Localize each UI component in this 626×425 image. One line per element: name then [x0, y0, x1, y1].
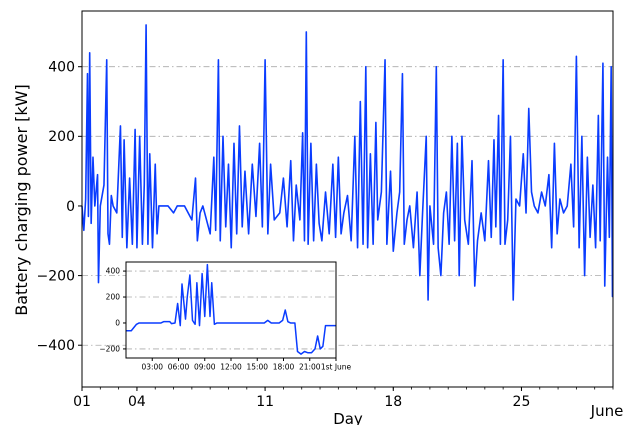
- inset-x-tick-label: 09:00: [194, 363, 216, 372]
- main-x-tick-label-right: June: [590, 402, 624, 420]
- main-y-tick-label: −200: [37, 268, 75, 284]
- main-x-tick-label: 18: [384, 394, 402, 410]
- inset-x-ticks: 03:00 06:00 09:00 12:00 15:00 18:00 21:00 1st J…: [141, 358, 352, 372]
- inset-x-tick-label: 12:00: [220, 363, 242, 372]
- inset-grid: [126, 270, 336, 350]
- main-x-tick-label: 11: [256, 394, 274, 410]
- main-series-line: [81, 24, 614, 301]
- inset-x-tick-label: 06:00: [168, 363, 190, 372]
- main-x-ticks: 01 04 11 18 25: [73, 387, 614, 410]
- inset-y-ticks: −200 0 200 400: [99, 267, 126, 354]
- y-axis-label: Battery charging power [kW]: [12, 84, 31, 315]
- inset-chart: −200 0 200 400 03:00 06:00 09:00 12:00 15:00 18:…: [99, 261, 352, 372]
- main-grid: [82, 66, 613, 346]
- main-y-tick-label: −400: [37, 338, 75, 354]
- inset-y-tick-label: 400: [106, 267, 121, 276]
- inset-background: [126, 262, 336, 358]
- inset-x-tick-label: 15:00: [246, 363, 268, 372]
- main-plot-frame: [81, 10, 614, 388]
- inset-y-tick-label: 200: [106, 293, 121, 302]
- main-x-tick-label: 04: [128, 394, 146, 410]
- inset-x-tick-label: 18:00: [273, 363, 295, 372]
- main-series: [81, 24, 614, 301]
- main-y-tick-label: 200: [48, 129, 75, 145]
- inset-x-tick-label: 1st June: [321, 363, 352, 372]
- main-x-tick-label: 01: [73, 394, 91, 410]
- main-y-tick-label: 400: [48, 60, 75, 76]
- inset-y-tick-label: −200: [99, 345, 120, 354]
- inset-x-tick-label: 03:00: [141, 363, 163, 372]
- main-y-tick-label: 0: [66, 199, 75, 215]
- inset-series: [126, 263, 336, 355]
- main-y-ticks: −400 −200 0 200 400: [37, 60, 82, 354]
- inset-x-tick-label: 21:00: [299, 363, 321, 372]
- inset-series-line: [126, 263, 336, 355]
- main-chart: −400 −200 0 200 400 01 04 11 18 25 June Day Batt…: [12, 10, 624, 425]
- x-axis-label: Day: [333, 410, 363, 425]
- main-x-tick-label: 25: [513, 394, 531, 410]
- inset-y-tick-label: 0: [115, 319, 120, 328]
